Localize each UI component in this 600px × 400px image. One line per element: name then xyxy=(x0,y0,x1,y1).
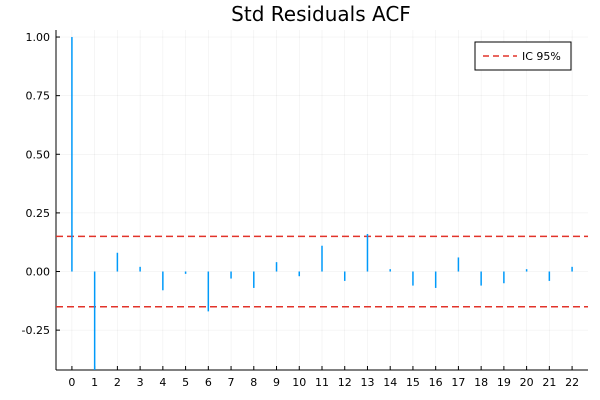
x-tick-label: 18 xyxy=(474,376,488,389)
acf-bar-lag-12 xyxy=(343,271,346,281)
legend: IC 95% xyxy=(474,41,572,71)
x-tick-label: 13 xyxy=(360,376,374,389)
acf-bar-lag-14 xyxy=(389,269,391,272)
acf-bar-lag-6 xyxy=(207,271,210,312)
acf-bar-lag-9 xyxy=(275,262,278,272)
acf-bar-lag-0 xyxy=(71,37,73,272)
acf-bar-lag-1 xyxy=(93,271,96,370)
x-tick-label: 14 xyxy=(383,376,397,389)
acf-bar-lag-19 xyxy=(503,271,505,284)
x-tick-label: 15 xyxy=(406,376,420,389)
x-tick-label: 16 xyxy=(429,376,443,389)
acf-bar-lag-21 xyxy=(548,271,551,281)
acf-bar-lag-5 xyxy=(184,271,187,274)
acf-bar-lag-17 xyxy=(457,257,460,272)
x-tick-label: 21 xyxy=(542,376,556,389)
grid-layer xyxy=(56,30,588,370)
y-tick-label: 0.00 xyxy=(26,266,51,279)
x-tick-label: 5 xyxy=(182,376,189,389)
x-tick-label: 4 xyxy=(159,376,166,389)
reference-lines xyxy=(56,235,588,308)
x-tick-label: 11 xyxy=(315,376,329,389)
acf-bar-lag-16 xyxy=(434,271,437,288)
acf-bar-lag-13 xyxy=(366,234,369,272)
x-tick-label: 22 xyxy=(565,376,579,389)
acf-bar-lag-22 xyxy=(571,266,573,272)
y-tick-label: 1.00 xyxy=(26,31,51,44)
x-tick-label: 20 xyxy=(520,376,534,389)
legend-label-ic95: IC 95% xyxy=(522,50,561,63)
y-tick-label: 0.50 xyxy=(26,148,51,161)
y-tick-label: 0.75 xyxy=(26,90,51,103)
x-tick-label: 10 xyxy=(292,376,306,389)
x-tick-label: 12 xyxy=(338,376,352,389)
ticks-layer: -0.250.000.250.500.751.000 1 2 3 4 5 6 7 8 9 10 11 1… xyxy=(22,31,580,389)
x-tick-label: 9 xyxy=(273,376,280,389)
x-tick-label: 0 xyxy=(68,376,75,389)
x-tick-label: 8 xyxy=(250,376,257,389)
chart-title: Std Residuals ACF xyxy=(231,2,411,26)
acf-bar-lag-3 xyxy=(139,266,141,272)
legend-box xyxy=(474,41,572,71)
x-tick-label: 7 xyxy=(228,376,235,389)
acf-bar-lag-4 xyxy=(162,271,164,291)
acf-bar-lag-2 xyxy=(116,252,119,272)
x-tick-label: 3 xyxy=(137,376,144,389)
x-tick-label: 1 xyxy=(91,376,98,389)
acf-bar-lag-20 xyxy=(525,269,528,272)
y-tick-label: -0.25 xyxy=(22,324,50,337)
acf-bar-lag-15 xyxy=(412,271,414,286)
acf-bar-lag-10 xyxy=(298,271,301,277)
acf-bar-lag-7 xyxy=(230,271,232,279)
x-tick-label: 6 xyxy=(205,376,212,389)
y-tick-label: 0.25 xyxy=(26,207,51,220)
acf-bar-lag-8 xyxy=(253,271,255,288)
x-tick-label: 19 xyxy=(497,376,511,389)
acf-bar-lag-11 xyxy=(321,245,323,272)
acf-bar-lag-18 xyxy=(480,271,482,286)
x-tick-label: 17 xyxy=(451,376,465,389)
acf-bars xyxy=(71,37,573,370)
x-tick-label: 2 xyxy=(114,376,121,389)
